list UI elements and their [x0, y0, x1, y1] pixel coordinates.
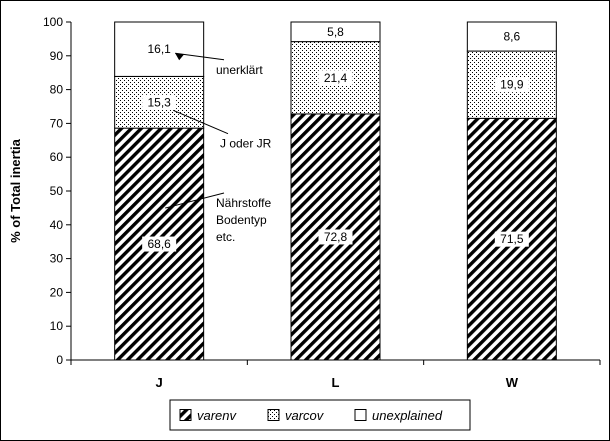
data-label-varenv: 68,6	[147, 237, 171, 251]
y-tick-label: 40	[50, 218, 64, 232]
x-category-label: W	[506, 375, 519, 390]
annotation-text: unerklärt	[216, 63, 263, 77]
y-tick-label: 60	[50, 150, 64, 164]
data-label-background	[142, 236, 177, 252]
annotation-text: Bodentyp	[216, 213, 267, 227]
y-tick-label: 30	[50, 252, 64, 266]
data-label-unexplained: 5,8	[327, 25, 344, 39]
y-tick-label: 20	[50, 285, 64, 299]
y-tick-label: 100	[43, 15, 63, 29]
legend-label-varcov: varcov	[285, 408, 325, 423]
legend-box	[169, 399, 471, 431]
data-label-unexplained: 8,6	[503, 30, 520, 44]
data-label-varcov: 15,3	[147, 95, 171, 109]
data-label-background	[318, 229, 353, 245]
data-label-background	[494, 77, 529, 93]
y-tick-label: 90	[50, 49, 64, 63]
data-label-unexplained: 16,1	[147, 42, 171, 56]
annotation-text: etc.	[216, 230, 235, 244]
y-tick-label: 50	[50, 184, 64, 198]
annotation-arrow	[165, 192, 225, 209]
bar-segment-unexplained	[290, 21, 381, 43]
legend-swatch-varenv	[179, 409, 192, 421]
legend-label-varenv: varenv	[197, 408, 238, 423]
data-label-background	[142, 94, 177, 110]
x-category-label: J	[156, 375, 163, 390]
y-tick-label: 0	[56, 353, 63, 367]
x-category-label: L	[332, 375, 340, 390]
bar-segment-unexplained	[114, 21, 205, 77]
legend-swatch-unexplained	[354, 409, 367, 421]
data-label-varenv: 72,8	[324, 230, 348, 244]
data-label-background	[318, 70, 353, 86]
y-tick-label: 70	[50, 116, 64, 130]
y-axis-title: % of Total inertia	[8, 138, 23, 243]
annotation-text: J oder JR	[220, 137, 272, 151]
annotation-arrowhead	[175, 53, 185, 61]
legend-label-unexplained: unexplained	[372, 408, 443, 423]
legend-swatch-varcov	[267, 409, 280, 421]
data-label-varcov: 19,9	[500, 78, 524, 92]
y-tick-label: 80	[50, 83, 64, 97]
y-tick-label: 10	[50, 319, 64, 333]
data-label-background	[494, 231, 529, 247]
data-label-varenv: 71,5	[500, 232, 524, 246]
bar-segment-unexplained	[466, 21, 557, 52]
annotation-arrow	[172, 109, 229, 135]
annotation-text: Nährstoffe	[216, 196, 271, 210]
data-label-varcov: 21,4	[324, 71, 348, 85]
